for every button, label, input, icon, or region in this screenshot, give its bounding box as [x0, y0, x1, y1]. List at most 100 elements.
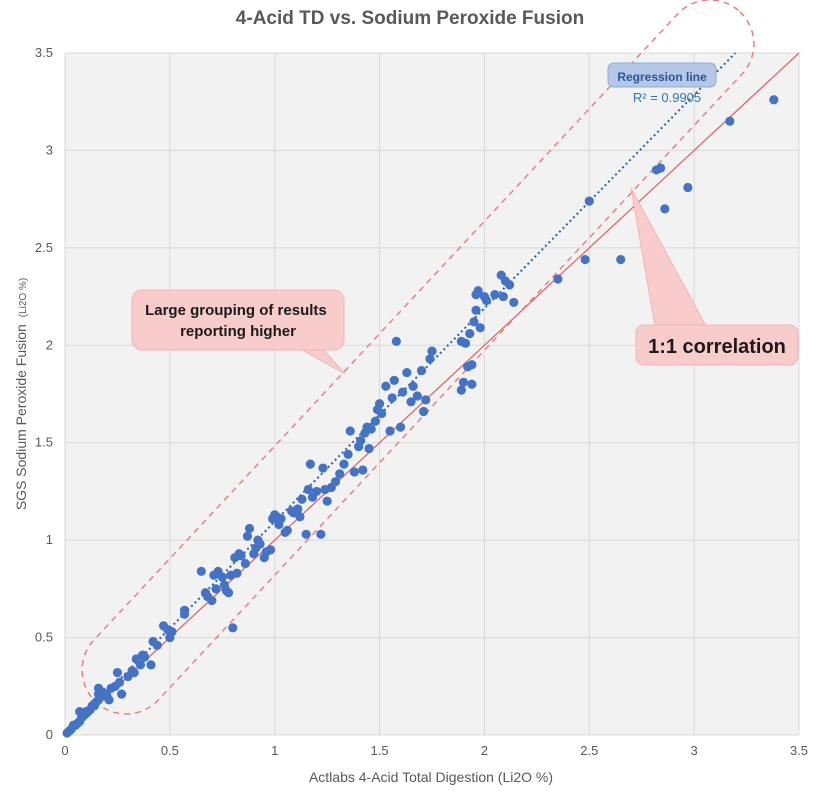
data-point [330, 477, 341, 487]
x-tick-label: 0.5 [161, 743, 179, 758]
data-point [504, 280, 515, 290]
r-squared-label: R² = 0.9905 [633, 90, 701, 105]
data-point [467, 360, 477, 370]
data-point [295, 512, 305, 522]
one-to-one-line [64, 52, 800, 736]
data-point [343, 449, 353, 460]
x-tick-label: 0 [61, 743, 68, 758]
data-point [725, 116, 735, 126]
y-axis-title-unit: (Li2O %) [18, 278, 29, 317]
chart-title: 4-Acid TD vs. Sodium Peroxide Fusion [235, 8, 585, 29]
data-point [322, 496, 332, 506]
data-point [467, 379, 477, 389]
data-point [104, 695, 114, 705]
data-point [473, 286, 483, 296]
data-point [475, 323, 485, 333]
y-tick-label: 1.5 [35, 435, 53, 450]
data-point [406, 397, 416, 407]
correlation-callout [635, 324, 799, 366]
data-point [335, 469, 345, 479]
data-point [398, 387, 408, 397]
data-point [117, 689, 127, 699]
data-point [458, 377, 469, 387]
data-point [385, 426, 395, 436]
data-point [683, 182, 693, 193]
data-point [655, 163, 666, 173]
data-point [366, 424, 376, 434]
data-point [345, 426, 355, 436]
data-point [465, 328, 475, 339]
data-point [265, 545, 276, 555]
x-tick-label: 2 [481, 743, 488, 758]
data-point [377, 408, 387, 419]
data-point [89, 701, 99, 711]
grouping-callout-line-1: Large grouping of results [145, 302, 327, 319]
data-point [196, 566, 206, 576]
data-point [312, 486, 322, 497]
regression-line [64, 52, 737, 736]
data-point [498, 291, 508, 302]
data-point [228, 623, 238, 633]
data-point [244, 523, 255, 534]
data-point [240, 558, 250, 569]
data-point [425, 354, 435, 364]
data-point [553, 274, 563, 284]
data-point [349, 467, 360, 477]
data-point [402, 367, 412, 378]
data-point [129, 668, 139, 678]
data-point [242, 531, 253, 541]
data-point [408, 381, 418, 391]
grouping-callout [131, 289, 345, 351]
data-point [616, 254, 626, 265]
data-point [140, 652, 150, 662]
data-point [469, 317, 479, 327]
data-point [255, 539, 265, 549]
x-tick-label: 3 [691, 743, 698, 758]
data-point [316, 529, 326, 539]
data-point [114, 677, 125, 687]
data-point [412, 391, 422, 401]
data-point [509, 297, 519, 308]
data-point [146, 660, 156, 670]
y-axis-title: SGS Sodium Peroxide Fusion (Li2O %) [13, 278, 29, 510]
y-tick-label: 1 [46, 532, 53, 547]
data-point [387, 393, 397, 403]
data-point [580, 254, 590, 265]
data-point [207, 595, 217, 606]
data-point [389, 375, 399, 385]
data-point [416, 366, 427, 376]
data-point [419, 406, 429, 417]
y-tick-label: 2.5 [35, 240, 53, 255]
data-point [282, 525, 292, 536]
data-point [769, 95, 779, 105]
data-point [490, 290, 500, 300]
grouping-callout-line-2: reporting higher [180, 323, 296, 340]
data-point [356, 436, 366, 446]
data-point [339, 459, 349, 469]
data-point [112, 668, 123, 678]
y-tick-label: 2 [46, 337, 53, 352]
data-point [395, 422, 406, 432]
data-point [460, 338, 471, 348]
y-axis-title-main: SGS Sodium Peroxide Fusion [13, 324, 29, 510]
data-point [232, 568, 242, 578]
data-point [305, 459, 315, 469]
data-point [217, 572, 227, 582]
data-point [152, 640, 162, 650]
data-point [167, 627, 177, 637]
data-point [75, 707, 85, 717]
x-tick-label: 1 [271, 743, 278, 758]
data-point [481, 295, 492, 306]
data-point [584, 196, 594, 206]
x-tick-label: 2.5 [580, 743, 598, 758]
data-point [276, 514, 286, 524]
data-point [318, 463, 328, 473]
correlation-callout-text: 1:1 correlation [648, 336, 786, 358]
grouping-callout-text: Large grouping of results reporting high… [145, 302, 331, 340]
data-point [364, 443, 374, 454]
x-axis-title: Actlabs 4-Acid Total Digestion (Li2O %) [309, 769, 553, 785]
data-point [135, 660, 146, 670]
data-point [660, 204, 670, 214]
x-tick-label: 3.5 [790, 743, 808, 758]
